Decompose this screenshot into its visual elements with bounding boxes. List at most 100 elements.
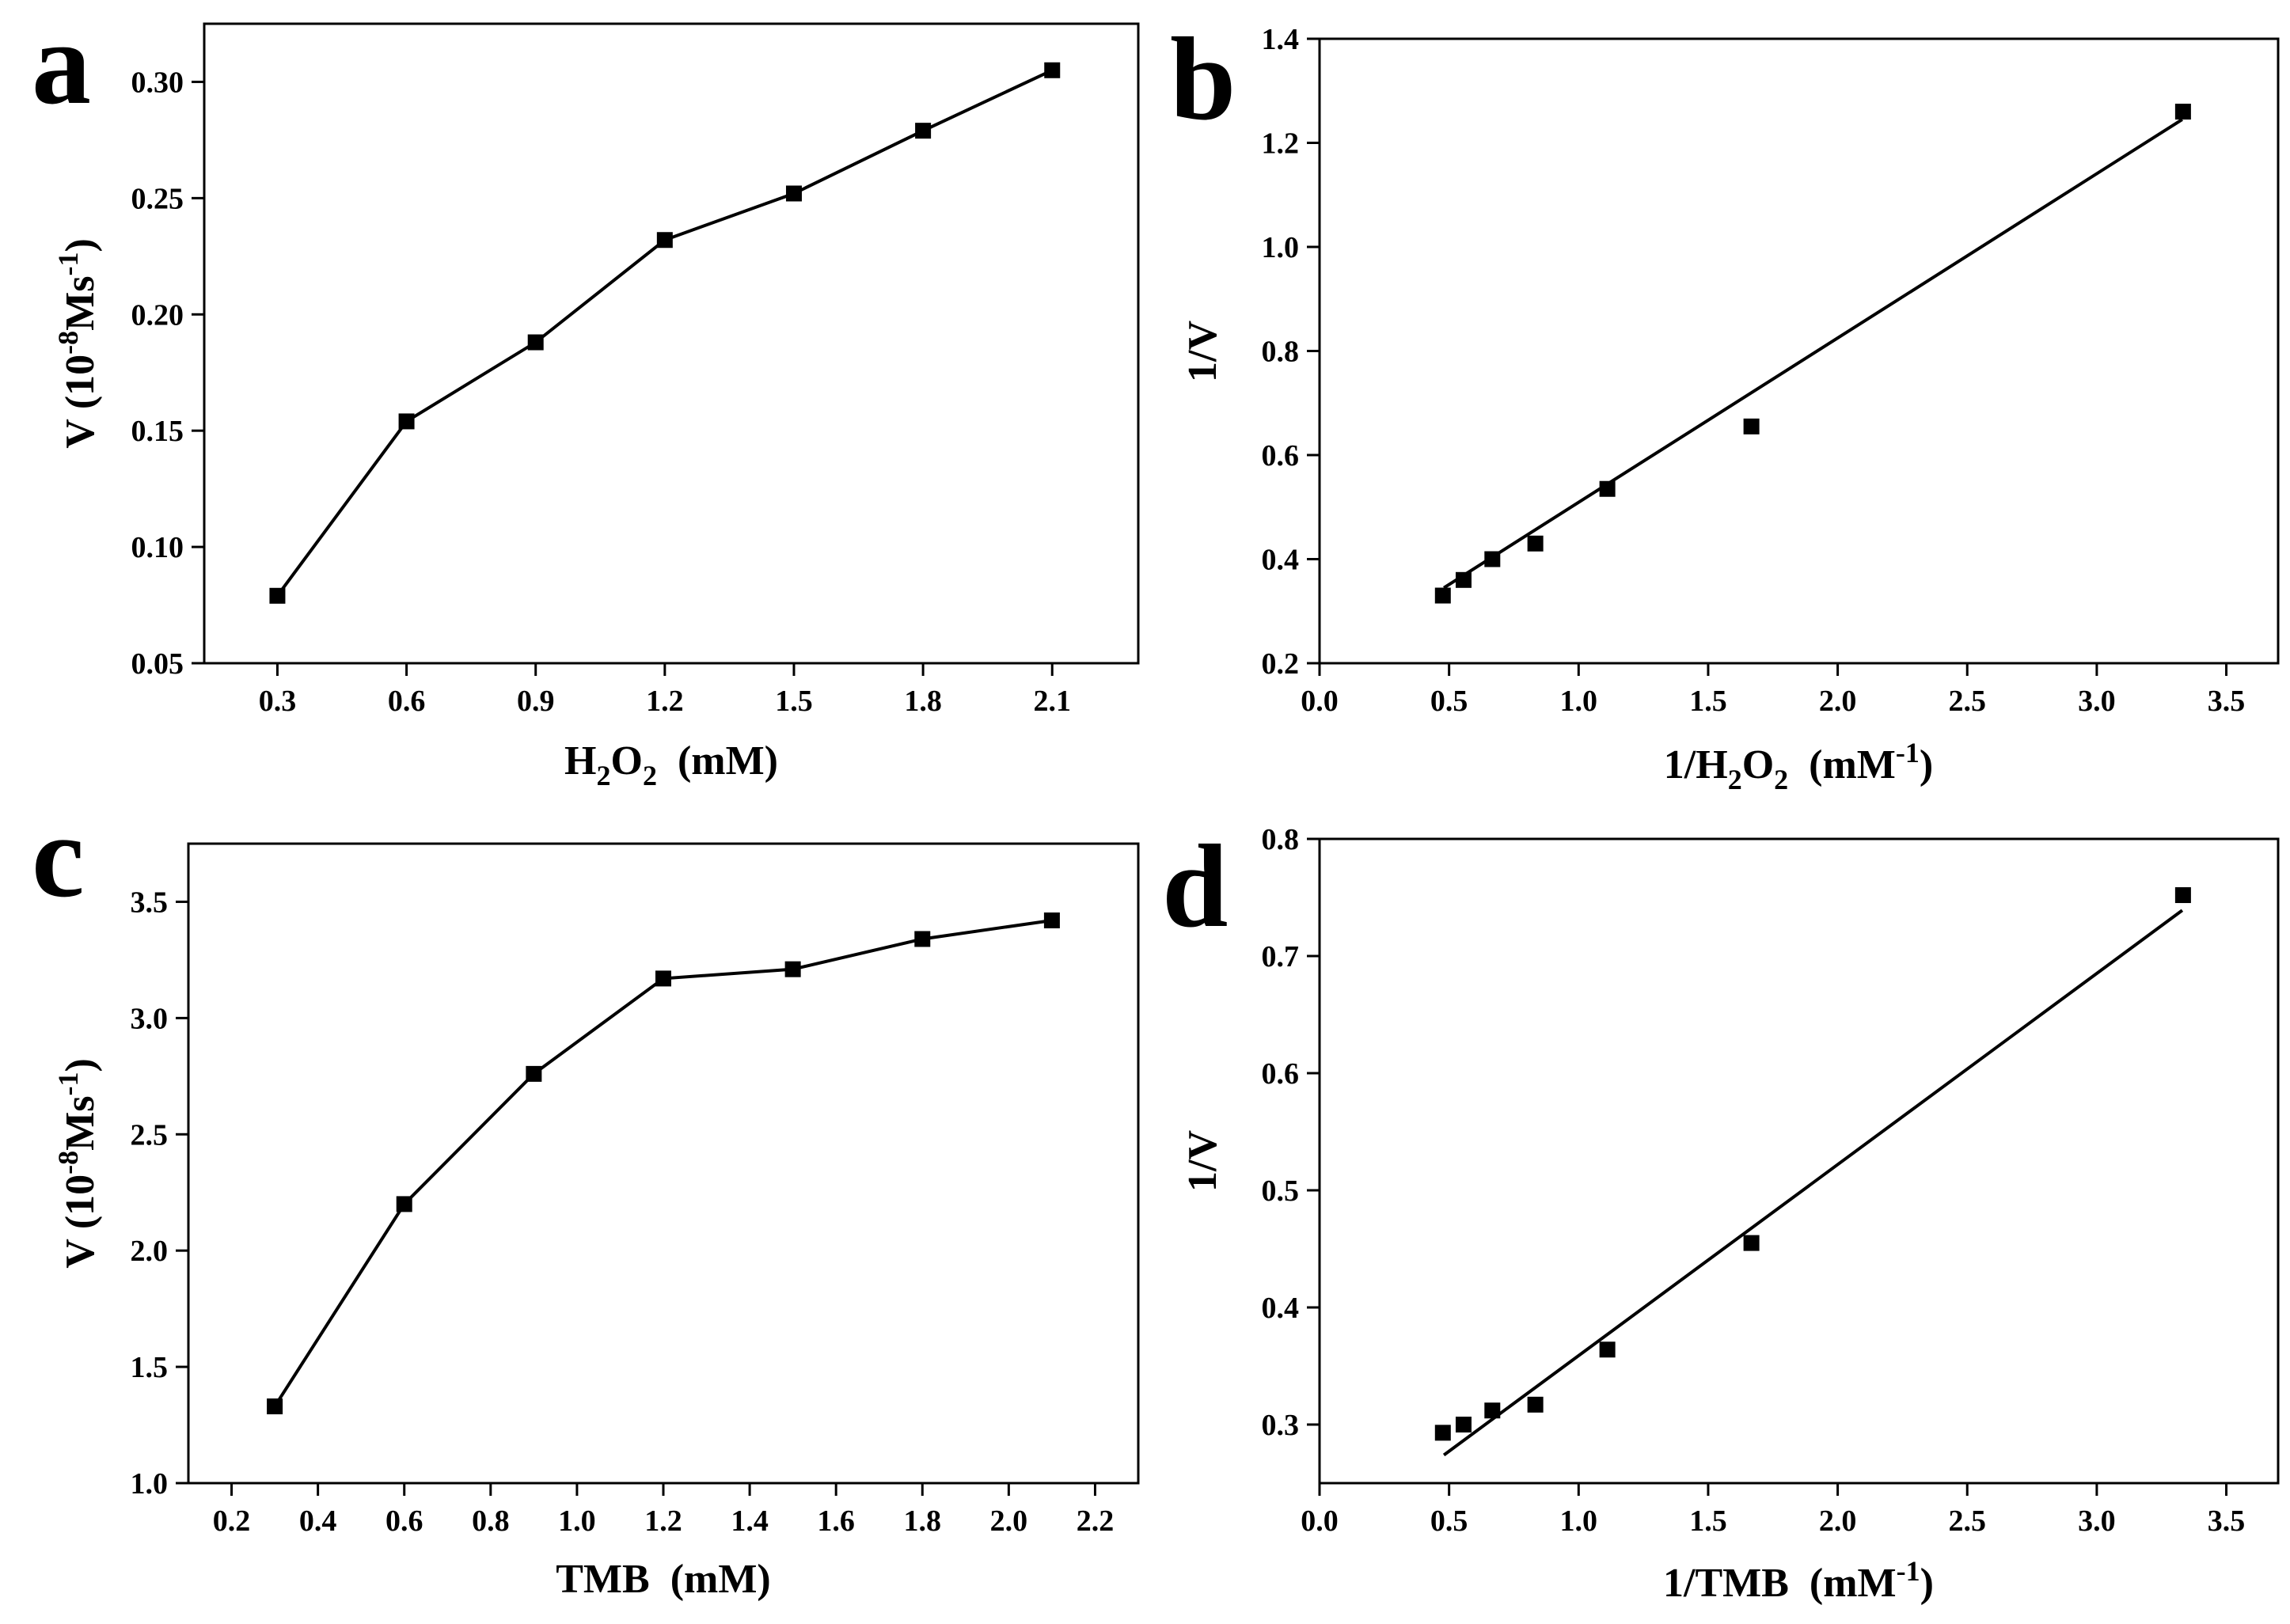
data-point xyxy=(396,1196,412,1212)
x-tick-label: 0.2 xyxy=(213,1504,251,1538)
x-tick-label: 3.0 xyxy=(2078,1504,2116,1538)
data-point xyxy=(527,334,544,351)
y-tick-label: 0.30 xyxy=(131,66,184,99)
y-tick-label: 0.7 xyxy=(1262,940,1300,973)
data-point xyxy=(784,961,801,977)
x-tick-label: 1.8 xyxy=(904,1504,942,1538)
y-tick-label: 0.15 xyxy=(131,415,184,448)
data-point xyxy=(1434,1425,1451,1441)
panel-label-a: a xyxy=(32,0,91,129)
data-point xyxy=(398,413,415,430)
y-tick-label: 0.8 xyxy=(1262,823,1300,856)
x-tick-label: 0.8 xyxy=(472,1504,510,1538)
data-point xyxy=(655,970,671,987)
x-tick-label: 3.5 xyxy=(2208,685,2246,718)
x-tick-label: 2.1 xyxy=(1033,685,1071,718)
series-line xyxy=(273,918,1053,1408)
data-point xyxy=(1455,1417,1472,1432)
data-point xyxy=(915,123,932,139)
x-tick-label: 2.0 xyxy=(1819,685,1857,718)
plot-frame xyxy=(203,22,1140,665)
data-point xyxy=(1043,912,1060,928)
series-line xyxy=(275,68,1054,597)
plot-frame xyxy=(1318,37,2280,665)
x-tick-label: 1.0 xyxy=(1560,1504,1598,1538)
chart-panel-c: 0.2 0.4 0.6 0.8 1.0 1.2 1.4 1.6 1.8 2.0 2.2 1.0 1.5 2… xyxy=(52,842,1140,1602)
chart-panel-d: 0.0 0.5 1.0 1.5 2.0 2.5 3.0 3.5 0.3 0.4 0.5 0.6 0.7 0… xyxy=(1180,823,2280,1606)
data-point xyxy=(1434,587,1451,604)
x-tick-label: 2.5 xyxy=(1948,1504,1986,1538)
x-tick-label: 1.6 xyxy=(817,1504,855,1538)
plot-frame xyxy=(1318,837,2280,1485)
x-tick-label: 0.3 xyxy=(259,685,297,718)
y-tick-label: 1.0 xyxy=(131,1467,169,1501)
x-tick-label: 1.5 xyxy=(775,685,813,718)
plot-frame xyxy=(187,842,1140,1485)
x-axis-label: 1/TMB (mM-1) xyxy=(1663,1555,1934,1606)
x-tick-label: 2.0 xyxy=(990,1504,1028,1538)
x-tick-label: 1.8 xyxy=(904,685,942,718)
data-point xyxy=(656,232,673,249)
y-axis-label: V (10-8Ms-1) xyxy=(52,1058,103,1269)
x-tick-label: 1.2 xyxy=(644,1504,682,1538)
y-tick-label: 0.6 xyxy=(1262,1057,1300,1091)
y-tick-label: 3.5 xyxy=(131,886,169,919)
y-axis-label: 1/V xyxy=(1180,321,1225,382)
x-tick-label: 1.0 xyxy=(558,1504,596,1538)
y-tick-label: 0.5 xyxy=(1262,1174,1300,1208)
fit-line xyxy=(1442,909,2184,1457)
data-point xyxy=(267,1398,283,1415)
y-axis-label: V (10-8Ms-1) xyxy=(52,238,103,449)
x-tick-label: 1.5 xyxy=(1689,685,1727,718)
x-tick-label: 0.5 xyxy=(1430,1504,1468,1538)
data-point xyxy=(1743,1235,1760,1251)
y-axis-label: 1/V xyxy=(1180,1130,1225,1192)
y-tick-label: 3.0 xyxy=(131,1002,169,1035)
x-tick-label: 1.2 xyxy=(646,685,684,718)
panel-label-b: b xyxy=(1170,13,1236,145)
data-point xyxy=(1044,62,1061,78)
y-tick-label: 2.0 xyxy=(131,1235,169,1268)
x-tick-label: 0.9 xyxy=(517,685,555,718)
y-tick-label: 0.6 xyxy=(1262,439,1300,472)
x-axis-label: TMB (mM) xyxy=(556,1557,770,1602)
data-point xyxy=(1484,1402,1501,1419)
y-tick-label: 1.5 xyxy=(131,1351,169,1384)
y-tick-label: 0.8 xyxy=(1262,336,1300,369)
data-point xyxy=(2174,887,2191,904)
data-point xyxy=(1743,418,1760,434)
data-point xyxy=(1527,535,1544,552)
x-tick-label: 0.0 xyxy=(1301,685,1339,718)
y-tick-label: 0.3 xyxy=(1262,1409,1300,1442)
x-tick-label: 2.0 xyxy=(1819,1504,1857,1538)
y-tick-label: 0.4 xyxy=(1262,544,1300,577)
panel-label-d: d xyxy=(1162,821,1228,952)
x-tick-label: 3.5 xyxy=(2208,1504,2246,1538)
y-tick-label: 1.2 xyxy=(1262,127,1300,161)
x-tick-label: 2.5 xyxy=(1948,685,1986,718)
data-point xyxy=(526,1065,542,1082)
data-point xyxy=(269,587,286,604)
data-point xyxy=(1527,1396,1544,1413)
x-tick-label: 0.6 xyxy=(388,685,426,718)
x-tick-label: 3.0 xyxy=(2078,685,2116,718)
x-axis-label: 1/H2O2 (mM-1) xyxy=(1664,737,1933,795)
data-point xyxy=(1484,551,1501,567)
x-tick-label: 0.4 xyxy=(299,1504,337,1538)
data-point xyxy=(914,931,931,947)
x-tick-label: 1.5 xyxy=(1689,1504,1727,1538)
x-tick-label: 0.0 xyxy=(1301,1504,1339,1538)
x-tick-label: 0.5 xyxy=(1430,685,1468,718)
x-tick-label: 2.2 xyxy=(1077,1504,1115,1538)
y-tick-label: 0.10 xyxy=(131,531,184,564)
y-tick-label: 0.4 xyxy=(1262,1292,1300,1325)
x-axis-label: H2O2 (mM) xyxy=(564,738,778,791)
data-point xyxy=(1599,1341,1616,1358)
x-tick-label: 0.6 xyxy=(385,1504,423,1538)
data-point xyxy=(785,185,802,202)
data-point xyxy=(1599,480,1616,497)
y-tick-label: 0.05 xyxy=(131,647,184,681)
y-tick-label: 0.25 xyxy=(131,182,184,215)
chart-panel-a: 0.3 0.6 0.9 1.2 1.5 1.8 2.1 0.05 0.10 0.15 0.20 0.2… xyxy=(52,22,1140,791)
